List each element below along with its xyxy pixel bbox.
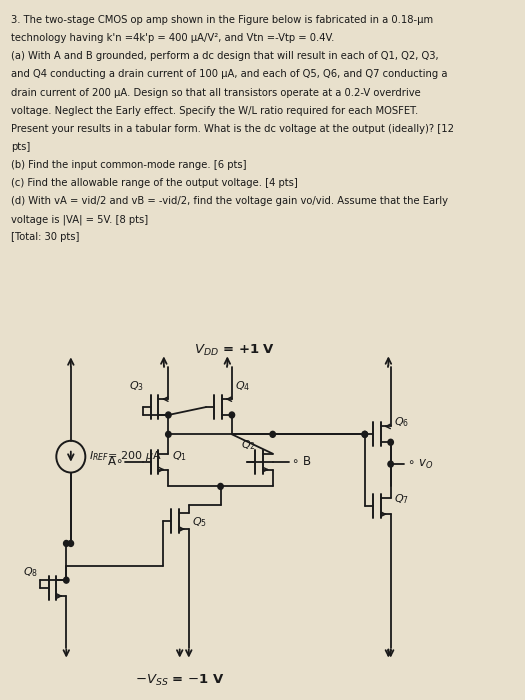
Text: drain current of 200 μA. Design so that all transistors operate at a 0.2-V overd: drain current of 200 μA. Design so that …: [11, 88, 421, 97]
Circle shape: [68, 540, 74, 547]
Circle shape: [166, 431, 171, 438]
Circle shape: [388, 461, 393, 467]
Circle shape: [166, 412, 171, 418]
Circle shape: [64, 578, 69, 583]
Circle shape: [218, 484, 223, 489]
Text: $Q_3$: $Q_3$: [129, 379, 144, 393]
Circle shape: [64, 540, 69, 547]
Text: $V_{DD}$ = +1 V: $V_{DD}$ = +1 V: [194, 343, 275, 358]
Text: (b) Find the input common-mode range. [6 pts]: (b) Find the input common-mode range. [6…: [11, 160, 246, 170]
Text: $I_{REF}$= 200 $\mu$A: $I_{REF}$= 200 $\mu$A: [89, 449, 162, 463]
Text: $Q_4$: $Q_4$: [235, 379, 250, 393]
Text: $\circ$ $v_O$: $\circ$ $v_O$: [406, 458, 433, 470]
Text: $Q_1$: $Q_1$: [172, 449, 186, 463]
Text: $\circ$ B: $\circ$ B: [291, 455, 311, 468]
Circle shape: [270, 431, 276, 438]
Text: Present your results in a tabular form. What is the dc voltage at the output (id: Present your results in a tabular form. …: [11, 124, 454, 134]
Text: $Q_7$: $Q_7$: [394, 492, 409, 506]
Circle shape: [362, 431, 368, 438]
Text: A$\circ$: A$\circ$: [108, 455, 123, 468]
Text: voltage is |VA| = 5V. [8 pts]: voltage is |VA| = 5V. [8 pts]: [11, 214, 148, 225]
Text: and Q4 conducting a drain current of 100 μA, and each of Q5, Q6, and Q7 conducti: and Q4 conducting a drain current of 100…: [11, 69, 447, 80]
Text: 3. The two-stage CMOS op amp shown in the Figure below is fabricated in a 0.18-μ: 3. The two-stage CMOS op amp shown in th…: [11, 15, 433, 25]
Text: voltage. Neglect the Early effect. Specify the W/L ratio required for each MOSFE: voltage. Neglect the Early effect. Speci…: [11, 106, 418, 116]
Circle shape: [362, 431, 368, 438]
Text: $Q_6$: $Q_6$: [394, 415, 409, 429]
Text: (c) Find the allowable range of the output voltage. [4 pts]: (c) Find the allowable range of the outp…: [11, 178, 298, 188]
Text: (a) With A and B grounded, perform a dc design that will result in each of Q1, Q: (a) With A and B grounded, perform a dc …: [11, 51, 438, 62]
Circle shape: [388, 440, 393, 445]
Text: technology having k'n =4k'p = 400 μA/V², and Vtn =-Vtp = 0.4V.: technology having k'n =4k'p = 400 μA/V²,…: [11, 34, 334, 43]
Text: $Q_5$: $Q_5$: [192, 515, 207, 529]
Text: pts]: pts]: [11, 142, 30, 152]
Text: $-V_{SS}$ = $-$1 V: $-V_{SS}$ = $-$1 V: [135, 673, 225, 687]
Text: [Total: 30 pts]: [Total: 30 pts]: [11, 232, 79, 242]
Text: $Q_2$: $Q_2$: [241, 438, 256, 452]
Circle shape: [229, 412, 235, 418]
Text: $Q_8$: $Q_8$: [23, 566, 38, 580]
Text: (d) With vA = vid/2 and vB = -vid/2, find the voltage gain vo/vid. Assume that t: (d) With vA = vid/2 and vB = -vid/2, fin…: [11, 196, 448, 206]
